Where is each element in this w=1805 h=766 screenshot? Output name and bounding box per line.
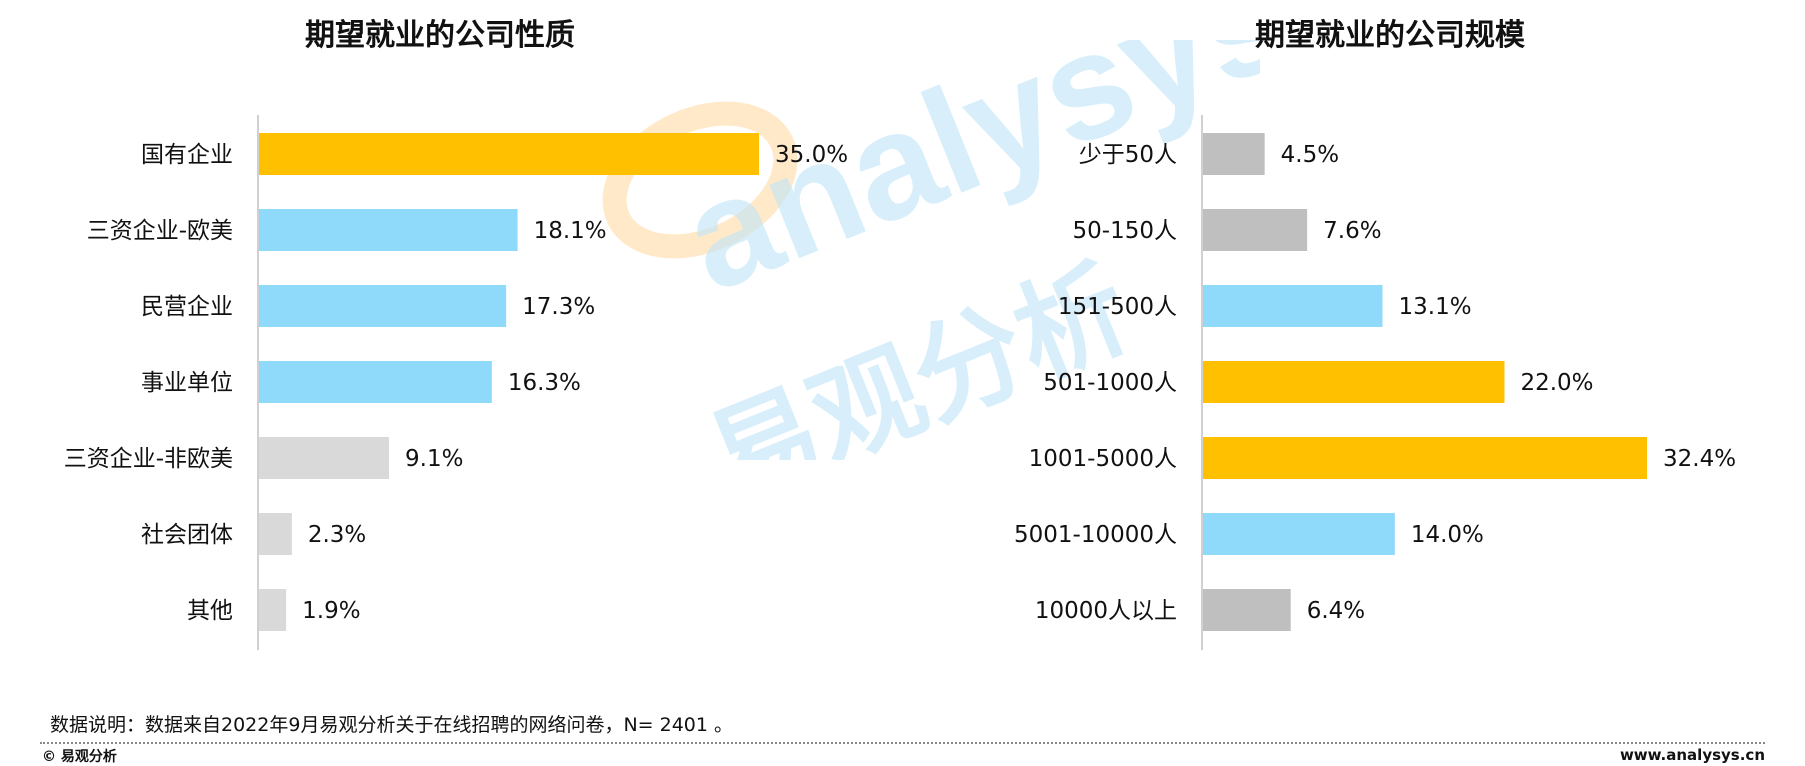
- right-category-label-2: 50-150人: [1073, 218, 1177, 244]
- left-category-label-7: 其他: [187, 598, 233, 624]
- right-value-label-4: 22.0%: [1520, 370, 1593, 396]
- right-bar-1: [1203, 133, 1265, 175]
- right-bar-3: [1203, 285, 1383, 327]
- left-category-label-6: 社会团体: [141, 522, 233, 548]
- right-value-label-1: 4.5%: [1281, 142, 1339, 168]
- right-bar-6: [1203, 513, 1395, 555]
- left-chart-title: 期望就业的公司性质: [305, 18, 575, 53]
- right-bar-7: [1203, 589, 1291, 631]
- left-value-label-6: 2.3%: [308, 522, 366, 548]
- left-value-label-2: 18.1%: [534, 218, 607, 244]
- left-value-label-4: 16.3%: [508, 370, 581, 396]
- right-value-label-6: 14.0%: [1411, 522, 1484, 548]
- left-category-label-5: 三资企业-非欧美: [64, 446, 233, 472]
- left-category-label-4: 事业单位: [141, 370, 233, 396]
- right-category-label-5: 1001-5000人: [1029, 446, 1177, 472]
- left-value-label-1: 35.0%: [775, 142, 848, 168]
- charts: 国有企业 35.0% 三资企业-欧美 18.1% 民营企业 17.3% 事业单位 16.3% 三…: [64, 115, 1736, 650]
- left-category-label-1: 国有企业: [141, 142, 233, 168]
- right-category-label-7: 10000人以上: [1035, 598, 1177, 624]
- right-bar-4: [1203, 361, 1505, 403]
- left-bar-4: [259, 361, 492, 403]
- left-category-label-3: 民营企业: [141, 294, 233, 320]
- left-bar-3: [259, 285, 507, 327]
- left-bar-5: [259, 437, 389, 479]
- left-value-label-5: 9.1%: [405, 446, 463, 472]
- left-bar-1: [259, 133, 759, 175]
- right-bar-5: [1203, 437, 1647, 479]
- right-chart-title: 期望就业的公司规模: [1255, 18, 1525, 53]
- left-bar-7: [259, 589, 287, 631]
- right-value-label-3: 13.1%: [1399, 294, 1472, 320]
- footer-divider: [40, 742, 1765, 744]
- right-value-label-5: 32.4%: [1663, 446, 1736, 472]
- left-bar-6: [259, 513, 292, 555]
- left-bar-2: [259, 209, 518, 251]
- left-category-label-2: 三资企业-欧美: [87, 218, 233, 244]
- footer-url[interactable]: www.analysys.cn: [1619, 746, 1765, 764]
- right-value-label-7: 6.4%: [1307, 598, 1365, 624]
- left-value-label-7: 1.9%: [302, 598, 360, 624]
- right-category-label-6: 5001-10000人: [1014, 522, 1177, 548]
- right-category-label-1: 少于50人: [1079, 142, 1177, 168]
- right-category-label-3: 151-500人: [1058, 294, 1177, 320]
- right-bar-2: [1203, 209, 1308, 251]
- data-note: 数据说明：数据来自2022年9月易观分析关于在线招聘的网络问卷，N= 2401 …: [50, 714, 734, 736]
- right-category-label-4: 501-1000人: [1043, 370, 1177, 396]
- footer-brand: © 易观分析: [42, 749, 117, 765]
- right-value-label-2: 7.6%: [1323, 218, 1381, 244]
- left-value-label-3: 17.3%: [522, 294, 595, 320]
